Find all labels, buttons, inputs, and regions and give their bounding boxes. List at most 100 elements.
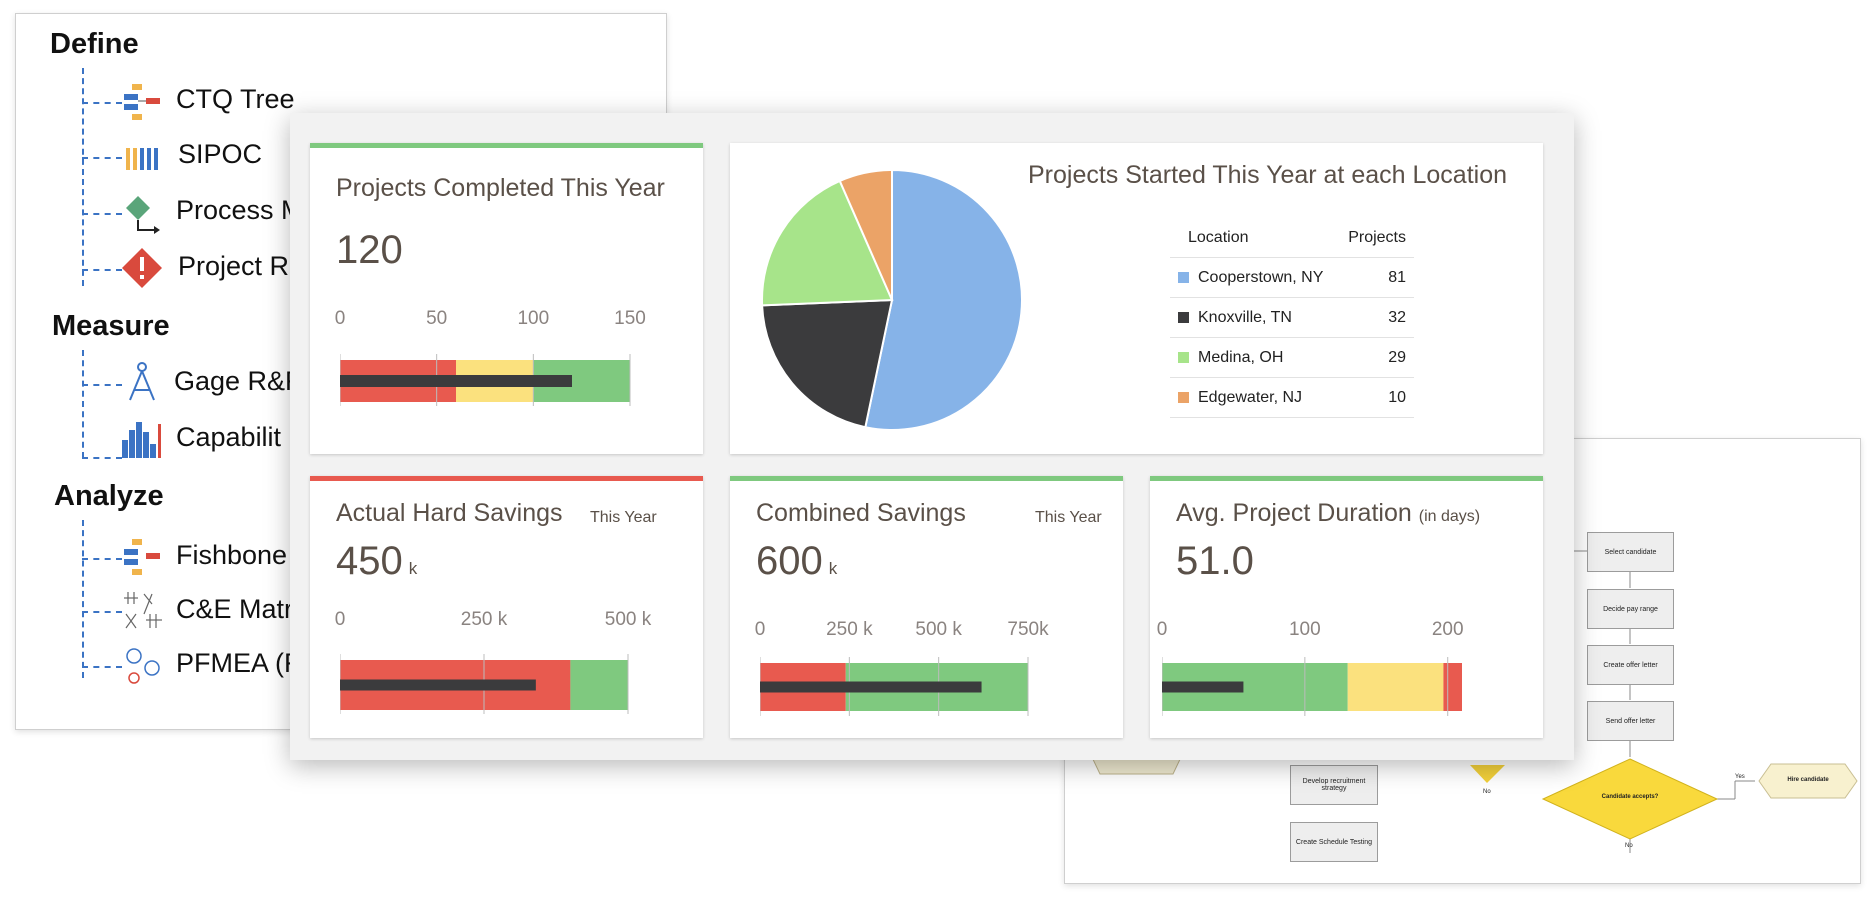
pie-slice xyxy=(864,168,1023,431)
legend-value: 29 xyxy=(1388,348,1406,366)
card-value: 120 xyxy=(336,228,403,272)
flowchart-step: Select candidate xyxy=(1587,532,1674,572)
tick-label: 0 xyxy=(754,619,766,640)
legend-location: Edgewater, NJ xyxy=(1198,388,1303,406)
sipoc-icon xyxy=(126,148,158,170)
phase-title-measure: Measure xyxy=(52,310,170,342)
legend-swatch xyxy=(1178,352,1189,363)
table-header-location: Location xyxy=(1188,229,1249,246)
tree-item-sipoc[interactable]: SIPOC xyxy=(178,139,263,169)
tree-branch xyxy=(82,213,122,215)
table-row: Edgewater, NJ 10 xyxy=(1170,378,1414,418)
bullet-actual-bar xyxy=(760,681,982,693)
tree-branch xyxy=(82,666,122,668)
tree-item-ce-matrix[interactable]: C&E Matr xyxy=(176,594,294,624)
pie-slice xyxy=(838,168,893,301)
bullet-chart xyxy=(340,354,631,406)
tick-label: 750k xyxy=(1007,619,1049,640)
bullet-chart xyxy=(340,654,629,714)
tree-line xyxy=(82,350,84,458)
legend-value: 81 xyxy=(1388,268,1406,286)
card-unit: k xyxy=(828,559,838,578)
project-duration-card[interactable]: Avg. Project Duration (in days) 51.0 0 10… xyxy=(1150,476,1543,738)
card-value-wrap: 600 k xyxy=(756,539,837,584)
legend-value: 10 xyxy=(1388,388,1406,406)
tree-item-capability[interactable]: Capabilit xyxy=(176,422,282,452)
dashboard: Projects Completed This Year 120 0 50 100 1… xyxy=(290,113,1574,760)
legend-swatch xyxy=(1178,312,1189,323)
tree-item-process-map[interactable]: Process M xyxy=(176,195,304,225)
legend-location: Cooperstown, NY xyxy=(1198,268,1324,286)
tree-line xyxy=(82,520,84,678)
tick-label: 0 xyxy=(334,308,346,329)
location-table: Location Projects Cooperstown, NY 81 Knoxv… xyxy=(1170,229,1414,418)
projects-started-card[interactable]: Projects Started This Year at each Locat… xyxy=(730,143,1543,454)
table-row: Cooperstown, NY 81 xyxy=(1170,258,1414,298)
gage-icon xyxy=(129,362,155,401)
card-title: Projects Started This Year at each Locat… xyxy=(1028,161,1508,189)
pie-chart xyxy=(761,168,1023,431)
card-title: Projects Completed This Year xyxy=(336,174,665,202)
fishbone-icon xyxy=(124,539,160,575)
bullet-actual-bar xyxy=(340,375,572,387)
tree-item-ctq-tree[interactable]: CTQ Tree xyxy=(176,84,295,114)
legend-location: Knoxville, TN xyxy=(1198,308,1292,326)
tree-branch xyxy=(82,269,122,271)
card-value: 600 xyxy=(756,539,823,583)
card-value: 450 xyxy=(336,539,403,583)
hard-savings-card[interactable]: Actual Hard Savings This Year 450 k 0 250 … xyxy=(310,476,703,738)
pie-slice xyxy=(761,179,894,307)
bullet-band xyxy=(570,660,628,710)
ctq-tree-icon xyxy=(124,84,160,120)
tree-branch xyxy=(82,157,122,159)
card-title-wrap: Avg. Project Duration (in days) xyxy=(1176,499,1480,528)
tick-label: 250 k xyxy=(826,619,873,640)
tree-branch xyxy=(82,457,122,459)
tree-line xyxy=(82,68,84,286)
flowchart-no-label: No xyxy=(1625,843,1633,849)
bullet-chart xyxy=(1162,657,1462,716)
tick-label: 100 xyxy=(1288,619,1321,640)
tree-item-project-risk[interactable]: Project R xyxy=(178,251,290,281)
bullet-band xyxy=(1443,663,1462,711)
projects-completed-card[interactable]: Projects Completed This Year 120 0 50 100 1… xyxy=(310,143,703,454)
tick-label: 150 xyxy=(614,308,646,329)
project-risk-icon xyxy=(122,248,162,288)
tick-label: 500 k xyxy=(604,609,652,630)
card-unit: k xyxy=(408,559,418,578)
tree-item-gage[interactable]: Gage R&F xyxy=(174,366,302,396)
flowchart-step: Develop recruitment strategy xyxy=(1290,765,1378,805)
tree-item-pfmea[interactable]: PFMEA (F xyxy=(176,648,301,678)
flowchart-step: Decide pay range xyxy=(1587,589,1674,629)
card-title: Combined Savings xyxy=(756,499,966,527)
flowchart-yes-label: Yes xyxy=(1735,774,1745,780)
flowchart-step: Create Schedule Testing xyxy=(1290,822,1378,862)
tick-label: 0 xyxy=(334,609,346,630)
legend-swatch xyxy=(1178,392,1189,403)
legend-entry: Knoxville, TN xyxy=(1178,309,1292,327)
card-period: This Year xyxy=(1035,509,1102,526)
legend-swatch xyxy=(1178,272,1189,283)
ce-matrix-icon xyxy=(124,592,162,629)
bullet-band xyxy=(1347,663,1444,711)
card-title: Avg. Project Duration xyxy=(1176,499,1412,527)
tick-label: 250 k xyxy=(460,609,508,630)
tick-label: 50 xyxy=(426,308,448,329)
legend-location: Medina, OH xyxy=(1198,348,1284,366)
card-period: This Year xyxy=(590,509,657,526)
tree-item-fishbone[interactable]: Fishbone xyxy=(176,540,288,570)
tree-branch xyxy=(82,611,122,613)
phase-title-define: Define xyxy=(50,28,139,60)
flowchart-step: Create offer letter xyxy=(1587,645,1674,685)
table-row: Knoxville, TN 32 xyxy=(1170,298,1414,338)
tick-label: 500 k xyxy=(915,619,962,640)
bullet-chart xyxy=(760,657,1029,716)
legend-entry: Edgewater, NJ xyxy=(1178,389,1302,407)
flowchart-no-label: No xyxy=(1483,789,1491,795)
pfmea-icon xyxy=(126,648,160,684)
tree-branch xyxy=(82,558,122,560)
tree-branch xyxy=(82,102,122,104)
card-title-sub: (in days) xyxy=(1418,508,1481,525)
combined-savings-card[interactable]: Combined Savings This Year 600 k 0 250 k 50… xyxy=(730,476,1123,738)
process-map-icon xyxy=(126,196,160,234)
